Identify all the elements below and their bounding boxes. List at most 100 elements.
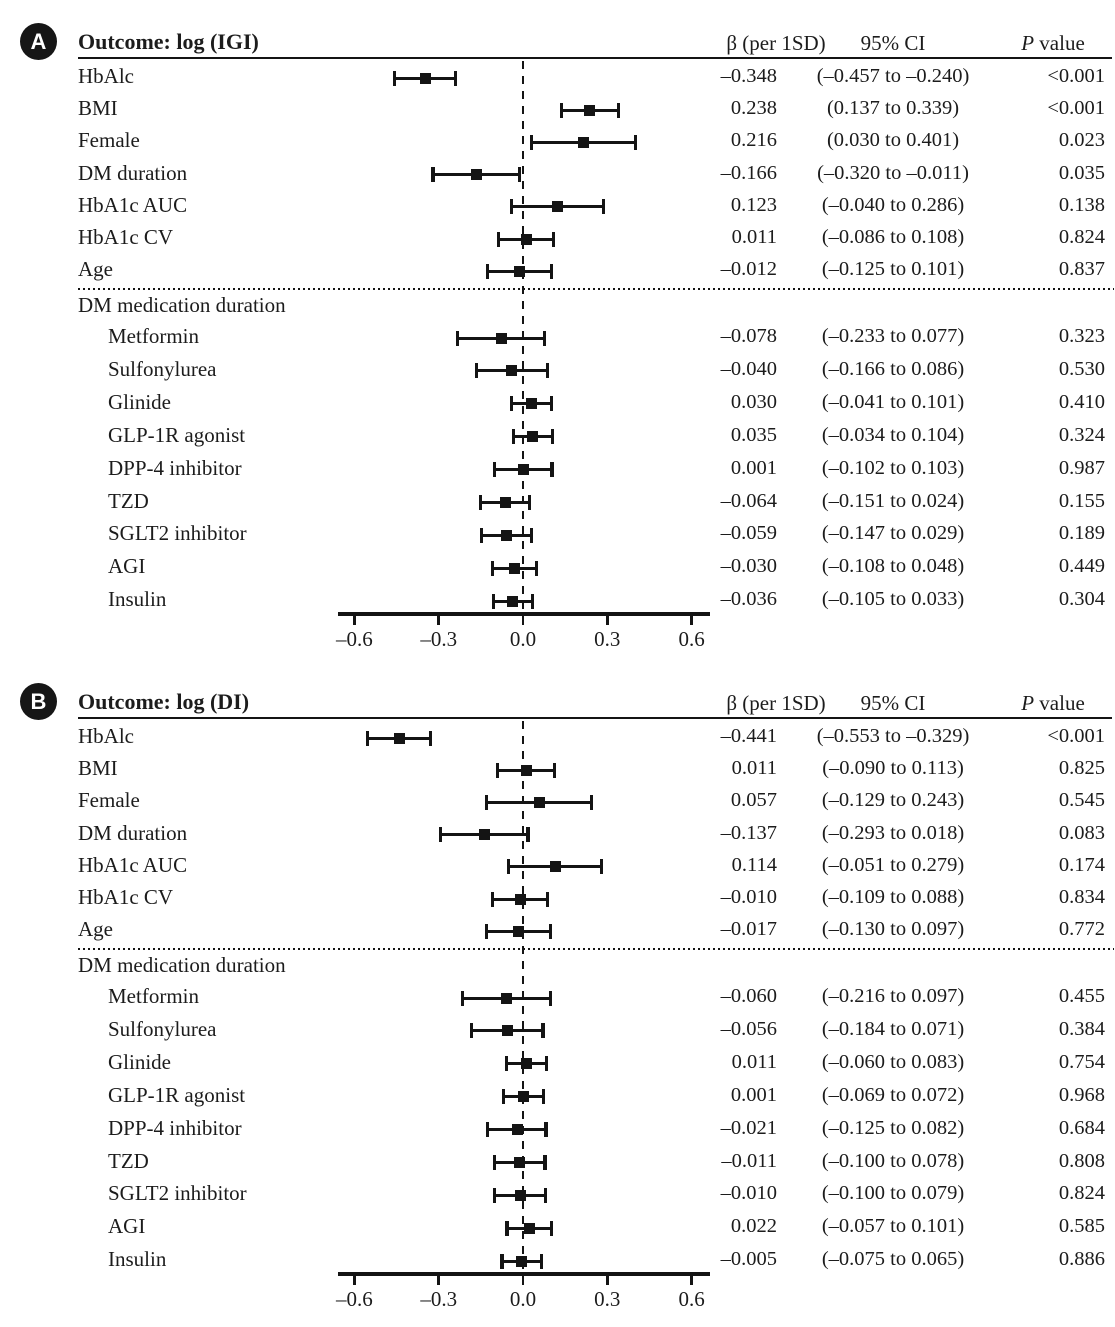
group-label: DM medication duration — [78, 953, 286, 977]
ci-cap-left — [493, 1187, 497, 1203]
ci-value: (–0.105 to 0.033) — [821, 588, 965, 611]
row-label: Insulin — [108, 1247, 167, 1272]
ci-value: (–0.090 to 0.113) — [822, 757, 964, 780]
axis-tick-label: –0.6 — [336, 627, 373, 651]
point-marker — [516, 1255, 528, 1267]
ci-value: (0.030 to 0.401) — [826, 129, 960, 152]
ci-cap-left — [455, 330, 460, 346]
p-label-italic: P — [1021, 31, 1035, 55]
row-label: Insulin — [108, 587, 167, 612]
group-separator — [78, 948, 1114, 950]
ci-value: (–0.109 to 0.088) — [821, 886, 965, 908]
ci-value: (0.137 to 0.339) — [826, 97, 960, 120]
ci-cap-right — [539, 1253, 543, 1269]
point-marker — [499, 497, 511, 508]
row-label: Female — [78, 128, 140, 153]
beta-value: –0.441 — [720, 725, 777, 747]
p-value: 0.684 — [1058, 1116, 1105, 1139]
ci-cap-right — [544, 1122, 548, 1138]
ci-cap-left — [474, 363, 478, 379]
beta-value: –0.017 — [720, 918, 777, 941]
axis-tick — [437, 1276, 440, 1285]
ci-cap-right — [549, 396, 553, 412]
ci-value: (–0.125 to 0.101) — [821, 258, 965, 281]
ci-cap-right — [601, 199, 605, 215]
row-label: GLP-1R agonist — [108, 1082, 246, 1107]
p-value: 0.384 — [1058, 1017, 1105, 1040]
ci-cap-right — [634, 134, 638, 150]
p-value: 0.174 — [1058, 853, 1105, 876]
beta-value: –0.021 — [720, 1116, 777, 1139]
axis-tick — [606, 1276, 609, 1285]
point-marker — [520, 1058, 532, 1070]
column-header-beta: β (per 1SD) — [726, 31, 826, 55]
point-marker — [517, 1091, 529, 1103]
row-label: Female — [78, 788, 140, 813]
p-value: <0.001 — [1047, 65, 1105, 87]
beta-value: –0.059 — [720, 522, 777, 545]
axis-tick-label: 0.3 — [594, 1287, 621, 1311]
row-label: DM duration — [78, 160, 188, 185]
beta-value: –0.056 — [720, 1017, 777, 1040]
ci-value: (–0.553 to –0.329) — [816, 725, 970, 747]
row-label: Sulfonylurea — [108, 1016, 217, 1041]
axis-tick-label: 0.0 — [509, 627, 537, 651]
row-label: TZD — [108, 488, 149, 513]
beta-value: –0.011 — [721, 1149, 777, 1172]
p-label-italic: P — [1021, 691, 1035, 715]
ci-cap-left — [493, 1155, 497, 1170]
p-value: 0.585 — [1058, 1215, 1105, 1238]
ci-value: (–0.130 to 0.097) — [821, 918, 965, 941]
point-marker — [525, 398, 537, 410]
ci-cap-left — [559, 102, 564, 118]
ci-value: (–0.293 to 0.018) — [821, 821, 965, 844]
beta-value: 0.011 — [731, 226, 777, 248]
point-marker — [479, 829, 490, 841]
axis-tick — [521, 616, 525, 625]
beta-value: –0.064 — [720, 489, 777, 512]
x-axis — [338, 1272, 710, 1276]
group-separator — [78, 288, 1114, 290]
p-value: 0.886 — [1058, 1248, 1105, 1271]
ci-cap-left — [500, 1253, 504, 1269]
ci-cap-right — [589, 794, 593, 810]
header-rule — [78, 717, 1112, 720]
ci-cap-left — [484, 923, 489, 939]
row-label: Glinide — [108, 1049, 171, 1074]
point-marker — [511, 1124, 523, 1136]
ci-value: (–0.151 to 0.024) — [821, 489, 965, 512]
ci-cap-right — [550, 429, 554, 445]
point-marker — [533, 796, 545, 808]
ci-value: (–0.216 to 0.097) — [821, 985, 965, 1007]
panel-a-title: Outcome: log (IGI) — [78, 29, 259, 54]
beta-value: 0.011 — [731, 1050, 777, 1073]
point-marker — [507, 595, 519, 607]
beta-value: 0.001 — [730, 456, 777, 479]
point-marker — [584, 104, 596, 116]
row-label: Age — [78, 257, 113, 282]
ci-value: (–0.057 to 0.101) — [821, 1215, 965, 1238]
column-header-ci: 95% CI — [860, 691, 926, 715]
ci-cap-right — [543, 1155, 547, 1170]
ci-cap-right — [551, 231, 555, 247]
point-marker — [578, 136, 590, 148]
p-value: 0.837 — [1058, 258, 1105, 281]
ci-cap-right — [530, 593, 534, 609]
beta-value: 0.035 — [730, 423, 777, 446]
ci-cap-right — [526, 827, 530, 843]
panel-b-title: Outcome: log (DI) — [78, 689, 250, 714]
ci-cap-right — [543, 330, 547, 346]
p-value: <0.001 — [1047, 725, 1105, 747]
row-label: DPP-4 inhibitor — [108, 1115, 242, 1140]
ci-value: (–0.166 to 0.086) — [821, 357, 965, 380]
beta-value: 0.022 — [730, 1215, 777, 1238]
row-label: HbAlc — [78, 724, 134, 748]
point-marker — [470, 169, 482, 181]
row-label: DPP-4 inhibitor — [108, 455, 242, 480]
row-label: HbA1c AUC — [78, 852, 188, 877]
panel-a: A Outcome: log (IGI) β (per 1SD) 95% CI … — [20, 23, 1114, 651]
ci-value: (–0.129 to 0.243) — [821, 789, 965, 812]
panel-b: B Outcome: log (DI) β (per 1SD) 95% CI P… — [0, 660, 1115, 1327]
beta-value: 0.057 — [730, 789, 777, 812]
beta-value: –0.010 — [720, 1182, 777, 1205]
